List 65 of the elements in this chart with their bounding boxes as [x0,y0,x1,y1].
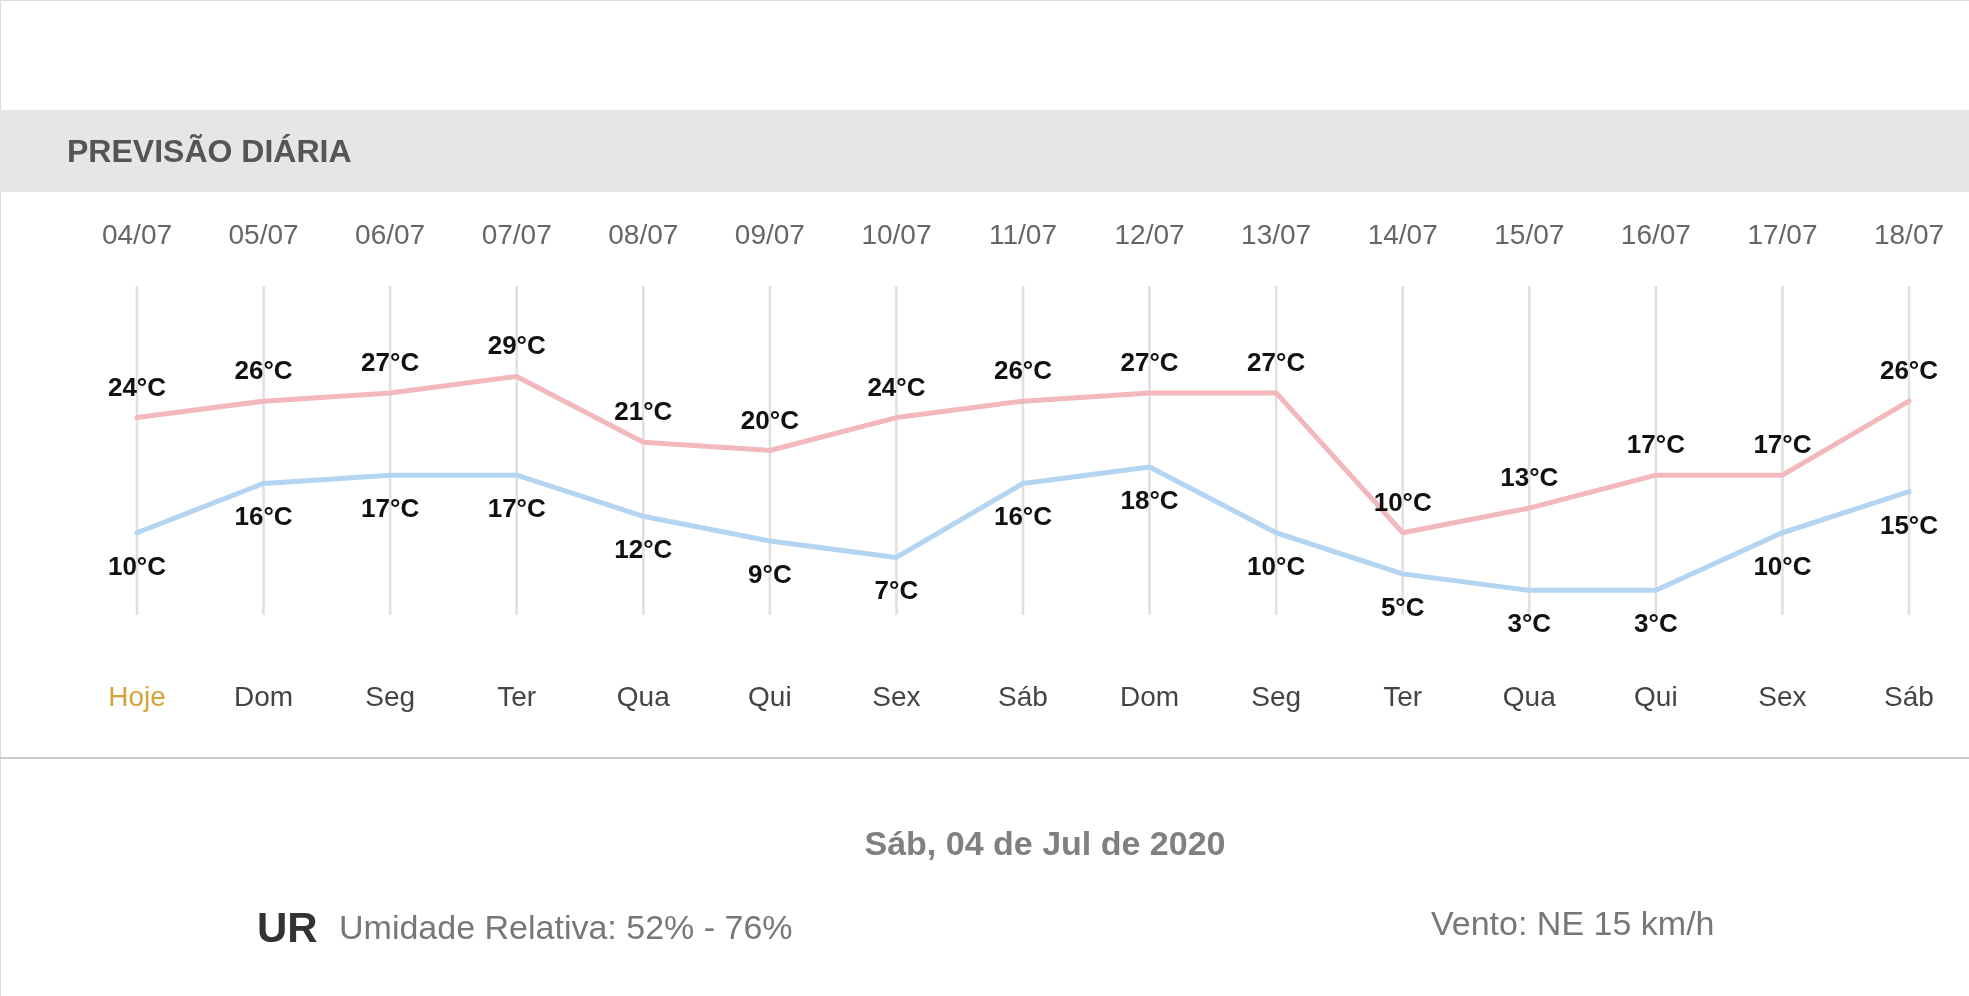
x-tick-label: 09/07 [734,219,805,250]
text: Vento: NE 15 km/h [1431,904,1715,942]
data-label: 20°C [740,404,800,435]
data-label: 26°C [1879,355,1939,386]
text: Dom [234,681,294,712]
x-tick-label: 10/07 [861,219,932,250]
data-label: 21°C [614,396,673,427]
text: Umidade Relativa: 52% - 76% [339,908,793,946]
text: Seg [1251,681,1302,712]
text: Ter [1383,681,1423,712]
data-label: 10°C [1753,550,1812,581]
text: Sáb [998,681,1048,712]
text: Qua [1502,681,1557,712]
x-tick-label: 17/07 [1747,219,1818,250]
data-label: 3°C [1507,608,1552,639]
data-label: 24°C [867,371,926,402]
data-label: 10°C [107,550,167,581]
x-tick-label: 15/07 [1494,219,1565,250]
data-label: 3°C [1634,608,1678,639]
chart-title: PREVISÃO DIÁRIA [67,133,352,169]
data-label: 17°C [361,493,420,524]
data-label: 7°C [874,575,919,606]
data-label: 10°C [1247,550,1306,581]
data-label: 16°C [993,501,1053,532]
data-label: 27°C [1120,346,1179,377]
data-label: 12°C [614,534,673,565]
x-tick-label: 04/07 [101,219,173,250]
text: Hoje [108,681,166,712]
text: Qui [1634,681,1678,712]
data-label: 5°C [1380,591,1425,622]
x-tick-label: 12/07 [1114,219,1185,250]
data-label: 27°C [361,346,420,377]
x-tick-label: 13/07 [1241,219,1312,250]
x-tick-label: 06/07 [355,219,426,250]
data-label: 17°C [1626,429,1686,460]
text: Dom [1120,681,1180,712]
text: Qua [616,681,671,712]
x-tick-label: 05/07 [228,219,299,250]
text: Sex [872,681,921,712]
data-label: 17°C [487,493,546,524]
x-tick-label: 08/07 [608,219,679,250]
text: Seg [365,681,416,712]
x-tick-label: 18/07 [1873,219,1945,250]
data-label: 10°C [1373,486,1432,517]
data-label: 9°C [748,558,792,589]
text: Qui [748,681,792,712]
data-label: 17°C [1753,429,1812,460]
text: Sex [1758,681,1807,712]
data-label: 16°C [234,501,293,532]
data-label: 13°C [1500,462,1559,493]
x-tick-label: 16/07 [1620,219,1691,250]
data-label: 26°C [234,355,293,386]
data-label: 15°C [1879,509,1939,540]
x-tick-label: 07/07 [481,219,552,250]
data-label: 29°C [487,330,546,361]
x-tick-label: 14/07 [1367,219,1438,250]
x-tick-label: 11/07 [989,219,1057,250]
text: UR [257,904,318,951]
data-label: 27°C [1247,346,1306,377]
text: Ter [497,681,537,712]
text: Sáb, 04 de Jul de 2020 [864,824,1226,862]
data-label: 18°C [1120,484,1179,515]
data-label: 26°C [993,355,1053,386]
text: Sáb [1884,681,1934,712]
data-label: 24°C [107,371,167,402]
